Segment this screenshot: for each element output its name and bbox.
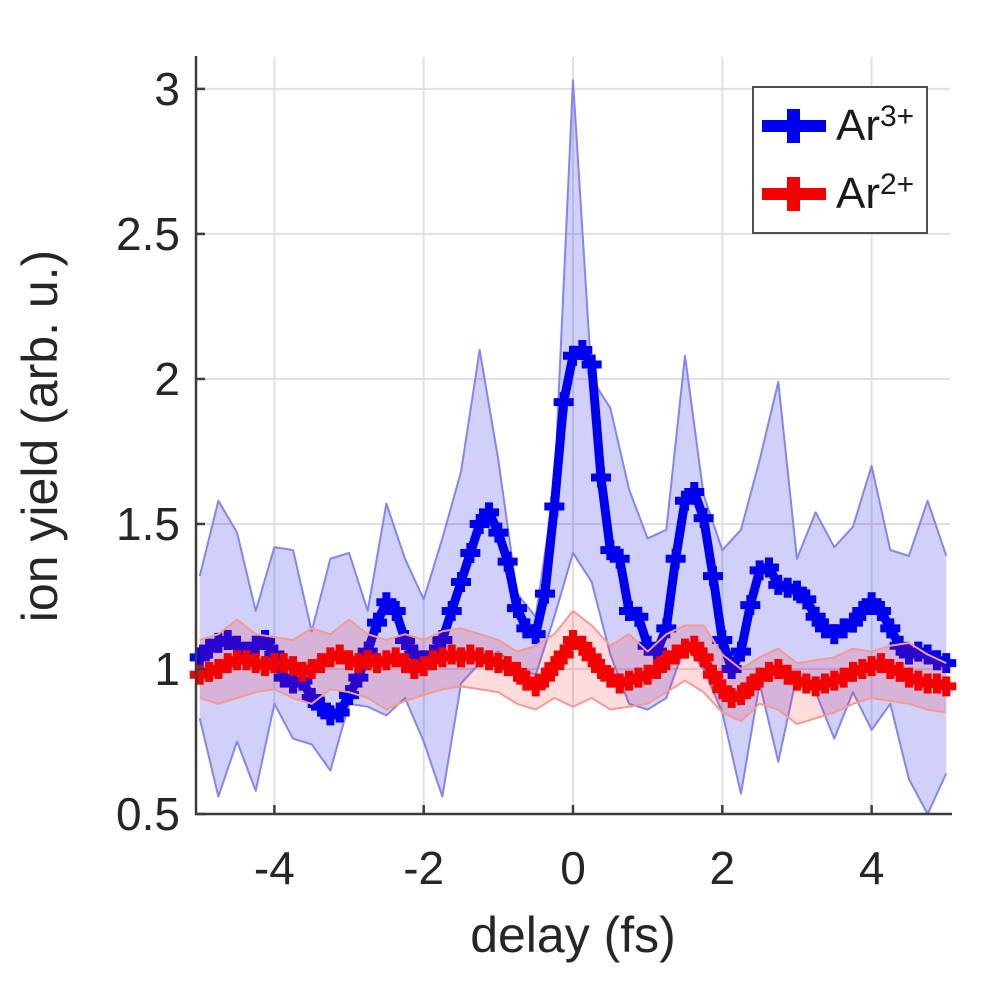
x-tick-label: 0 [560, 842, 586, 894]
legend-label-ar2: Ar2+ [836, 168, 915, 218]
y-tick-label: 3 [154, 63, 180, 115]
x-tick-label: -2 [403, 842, 444, 894]
legend-marker-sample [787, 109, 800, 143]
data-layer [189, 79, 957, 815]
Ar2+-plus-markers [189, 629, 957, 708]
Ar3+-band-upper-edge [198, 79, 948, 633]
y-tick-label: 2.5 [116, 208, 180, 260]
axes-layer [194, 56, 952, 816]
Ar3+-band-lower-edge [198, 551, 948, 815]
y-axis-label: ion yield (arb. u.) [12, 250, 68, 622]
plus-marker-line-icon [762, 174, 826, 214]
x-tick-label: 4 [859, 842, 885, 894]
plus-marker-line-icon [762, 106, 826, 146]
legend-entry-ar2: Ar2+ [762, 162, 918, 226]
x-tick-label: -4 [254, 842, 295, 894]
Ar2+-band-upper-edge [199, 609, 947, 670]
y-tick-label: 0.5 [116, 788, 180, 840]
Ar2+-band-lower-edge [199, 679, 947, 726]
y-tick-label: 1 [154, 643, 180, 695]
legend-marker-sample [787, 177, 800, 211]
x-axis-label: delay (fs) [470, 907, 676, 963]
legend-entry-ar3: Ar3+ [762, 94, 918, 158]
legend-label-ar3: Ar3+ [836, 100, 915, 150]
tick-labels-layer: -4 -2 0 2 4 0.5 1 1.5 2 2.5 3 [116, 63, 884, 894]
legend: Ar3+ Ar2+ [752, 86, 928, 234]
Ar3+-error-band [199, 80, 947, 814]
Ar2+-error-band [199, 610, 947, 725]
x-tick-label: 2 [710, 842, 736, 894]
y-tick-label: 1.5 [116, 498, 180, 550]
y-tick-label: 2 [154, 353, 180, 405]
